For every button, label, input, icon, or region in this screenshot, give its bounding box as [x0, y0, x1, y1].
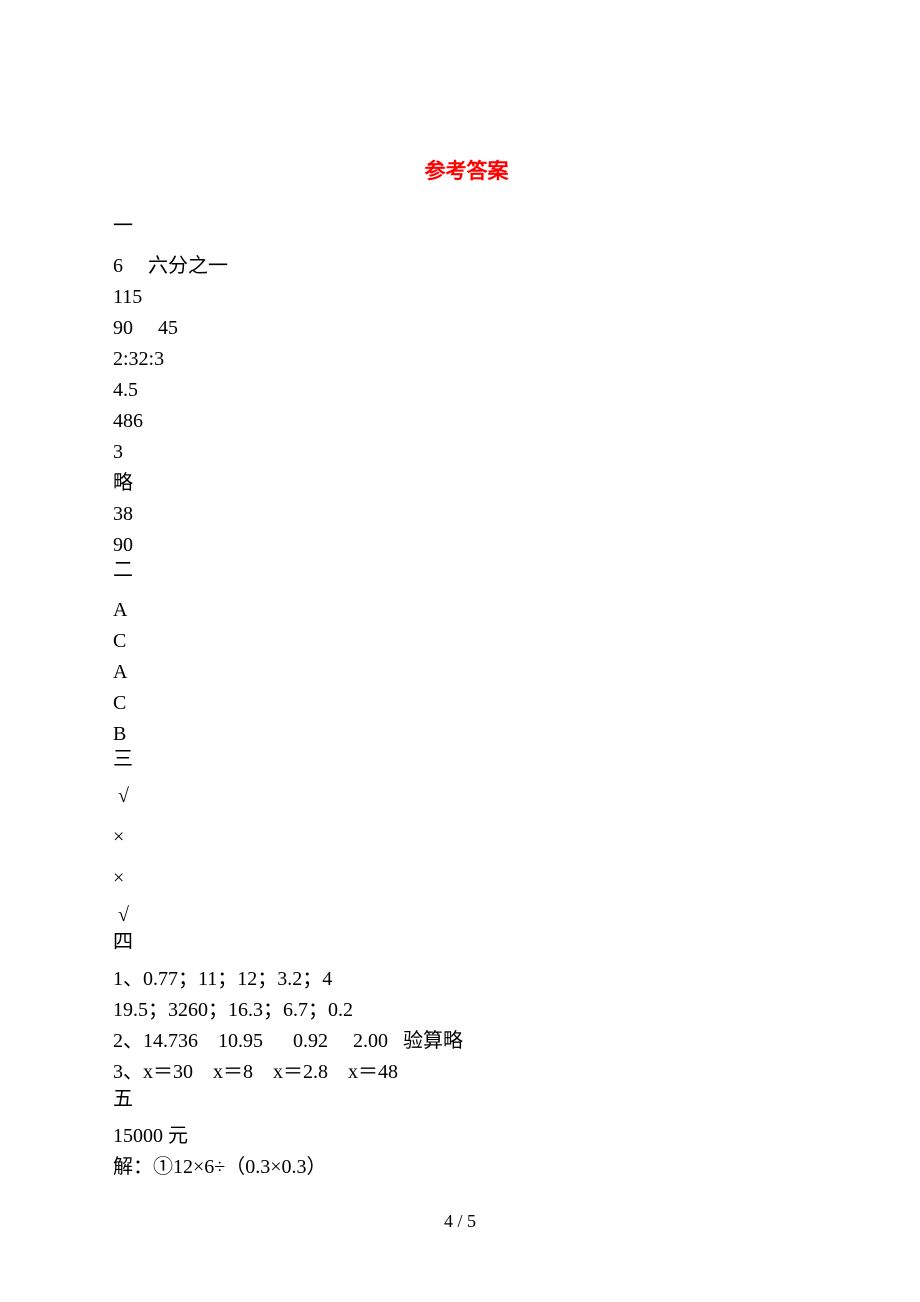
- answer-line: A: [113, 595, 820, 626]
- answer-line: 2、14.736 10.95 0.92 2.00 验算略: [113, 1026, 820, 1057]
- answer-line: 115: [113, 282, 820, 313]
- answer-line: 解：①12×6÷（0.3×0.3）: [113, 1152, 820, 1183]
- answer-line: 486: [113, 406, 820, 437]
- answer-line: 三: [113, 744, 820, 775]
- answer-line: 略: [113, 468, 820, 499]
- answer-line: ×: [113, 863, 820, 894]
- answer-line: 五: [113, 1084, 820, 1115]
- answer-line: 一: [113, 211, 820, 242]
- answer-line: 6 六分之一: [113, 251, 820, 282]
- answer-line: 四: [113, 927, 820, 958]
- answer-line: C: [113, 688, 820, 719]
- answer-line: 2:32:3: [113, 344, 820, 375]
- page-number: 4 / 5: [0, 1211, 920, 1232]
- answer-line: 1、0.77；11；12；3.2；4: [113, 964, 820, 995]
- answer-line: ×: [113, 822, 820, 853]
- answer-line: 19.5；3260；16.3；6.7；0.2: [113, 995, 820, 1026]
- answer-line: 15000 元: [113, 1121, 820, 1152]
- answer-line: 二: [113, 555, 820, 586]
- answer-line: 3: [113, 437, 820, 468]
- answer-line: C: [113, 626, 820, 657]
- answer-line: √: [113, 781, 820, 812]
- content-body: 一6 六分之一11590 452:32:34.54863略3890二ACACB三…: [113, 211, 820, 1183]
- answer-line: 4.5: [113, 375, 820, 406]
- answer-line: 90 45: [113, 313, 820, 344]
- page-title: 参考答案: [113, 155, 820, 185]
- answer-line: A: [113, 657, 820, 688]
- answer-line: 38: [113, 499, 820, 530]
- answer-key-page: 参考答案 一6 六分之一11590 452:32:34.54863略3890二A…: [0, 0, 920, 1183]
